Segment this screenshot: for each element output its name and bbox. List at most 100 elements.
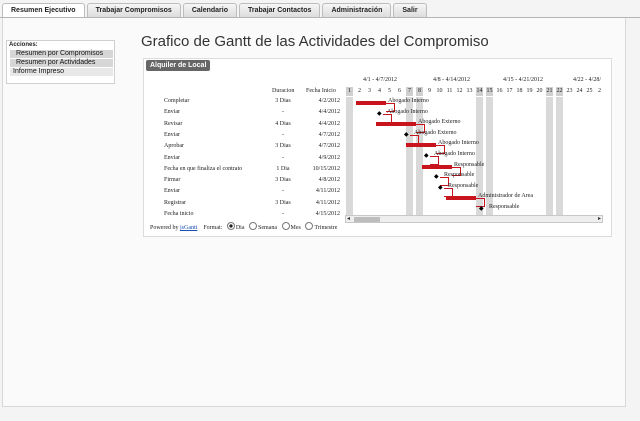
- tab-trabajar-compromisos[interactable]: Trabajar Compromisos: [86, 3, 181, 17]
- day-header: 17: [506, 88, 513, 94]
- tab-calendario[interactable]: Calendario: [182, 3, 238, 17]
- powered-by-label: Powered by: [150, 225, 179, 231]
- tab-administracion[interactable]: Administración: [322, 3, 392, 17]
- task-duration: -: [282, 154, 284, 161]
- task-bar[interactable]: [376, 122, 416, 127]
- sidebar-item-informe-impreso[interactable]: Informe Impreso: [10, 68, 113, 76]
- task-bar[interactable]: [446, 196, 476, 201]
- day-column: [576, 97, 583, 215]
- task-name: Enviar: [164, 131, 180, 138]
- task-bar[interactable]: [356, 101, 386, 105]
- format-trimestre-radio[interactable]: [305, 222, 314, 230]
- week-header: 4/8 - 4/14/2012: [433, 77, 470, 83]
- task-name: Enviar: [164, 154, 180, 161]
- day-header: 14: [476, 87, 483, 96]
- task-name: Enviar: [164, 109, 180, 116]
- task-resource-label: Abogado Interno: [438, 140, 479, 147]
- day-column: [566, 97, 573, 215]
- task-name: Completar: [164, 98, 190, 104]
- tab-salir[interactable]: Salir: [393, 3, 427, 17]
- task-row: Completar 3 Dias 4/2/2012: [160, 96, 341, 107]
- jsgantt-link[interactable]: jsGantt: [180, 225, 198, 231]
- task-start-date: 4/7/2012: [318, 131, 340, 138]
- format-semana-radio[interactable]: [249, 222, 258, 230]
- tab-bar: Resumen Ejecutivo Trabajar Compromisos C…: [2, 3, 427, 18]
- day-header: 7: [406, 87, 413, 96]
- milestone-icon[interactable]: ◆: [479, 206, 484, 212]
- day-header: 20: [536, 88, 543, 94]
- task-resource-label: Abogado Interno: [388, 98, 429, 104]
- format-label: Format:: [203, 225, 223, 231]
- task-bar[interactable]: [422, 164, 452, 169]
- task-resource-label: Responsable: [448, 182, 479, 189]
- day-column: [416, 97, 423, 215]
- tab-resumen-ejecutivo[interactable]: Resumen Ejecutivo: [2, 3, 85, 18]
- task-name: Enviar: [164, 188, 180, 195]
- format-semana-label: Semana: [258, 225, 278, 231]
- day-header: 12: [456, 88, 463, 94]
- sidebar-item-resumen-compromisos[interactable]: Resumen por Compromisos: [10, 50, 113, 58]
- milestone-icon[interactable]: ◆: [424, 153, 429, 159]
- day-header: 1: [346, 87, 353, 96]
- task-row: Enviar - 4/4/2012: [160, 107, 341, 118]
- task-bar[interactable]: [406, 143, 436, 148]
- day-column: [366, 97, 373, 215]
- dependency-line: [440, 177, 449, 187]
- dependency-line: [410, 134, 419, 144]
- dependency-line: [452, 166, 461, 176]
- milestone-icon[interactable]: ◆: [377, 110, 382, 117]
- day-column: [396, 97, 403, 215]
- format-dia-label: Dia: [235, 225, 245, 231]
- task-resource-label: Responsable: [454, 161, 485, 168]
- milestone-icon[interactable]: ◆: [438, 184, 443, 191]
- task-name: Firmar: [164, 177, 181, 184]
- format-dia-radio[interactable]: [226, 222, 235, 230]
- task-row: Fecha en que finaliza el contrato 1 Dia 10…: [160, 164, 341, 175]
- task-row: Registrar 3 Dias 4/11/2012: [160, 198, 341, 209]
- task-name: Fecha en que finaliza el contrato: [164, 165, 243, 172]
- day-header: 21: [546, 87, 553, 96]
- format-mes-label: Mes: [290, 225, 301, 231]
- task-duration: -: [282, 188, 284, 195]
- scroll-right-icon[interactable]: ▸: [597, 216, 601, 222]
- day-column: [536, 97, 543, 215]
- task-resource-label: Responsable: [489, 204, 520, 210]
- week-header: 4/15 - 4/21/2012: [503, 77, 543, 83]
- day-header: 24: [576, 88, 583, 94]
- gantt-scrollbar[interactable]: ◂ ▸: [345, 215, 603, 223]
- day-column: [546, 97, 553, 215]
- page-title: Grafico de Gantt de las Actividades del …: [141, 33, 489, 50]
- task-name: Aprobar: [164, 143, 184, 150]
- milestone-icon[interactable]: ◆: [434, 174, 439, 181]
- day-header: 5: [388, 88, 391, 94]
- day-column: [586, 97, 593, 215]
- task-duration: 1 Dia: [276, 165, 290, 172]
- section-label: Alquiler de Local: [146, 60, 211, 71]
- task-duration: -: [282, 131, 284, 138]
- day-header: 3: [368, 88, 371, 94]
- dependency-line: [386, 103, 395, 112]
- task-resource-label: Abogado Externo: [414, 129, 457, 136]
- dependency-line: [430, 156, 439, 165]
- day-header: 19: [526, 88, 533, 94]
- day-header: 9: [428, 88, 431, 94]
- scroll-thumb[interactable]: [354, 217, 380, 222]
- task-duration: 3 Dias: [275, 98, 291, 104]
- day-header: 23: [566, 88, 573, 94]
- scroll-left-icon[interactable]: ◂: [347, 216, 351, 222]
- format-mes-radio[interactable]: [281, 222, 290, 230]
- task-resource-label: Responsable: [444, 172, 475, 179]
- day-column: [556, 97, 563, 215]
- task-start-date: 4/2/2012: [318, 98, 340, 104]
- week-header: 4/22 - 4/28/: [573, 77, 601, 83]
- task-resource-label: Abogado Externo: [418, 119, 461, 126]
- day-header: 22: [556, 87, 563, 96]
- tab-trabajar-contactos[interactable]: Trabajar Contactos: [239, 3, 321, 17]
- sidebar-item-resumen-actividades[interactable]: Resumen por Actividades: [10, 59, 113, 67]
- task-name: Fecha inicio: [164, 211, 194, 217]
- task-duration: -: [282, 211, 284, 217]
- milestone-icon[interactable]: ◆: [404, 131, 409, 138]
- task-start-date: 4/9/2012: [318, 154, 340, 161]
- sidebar-title: Acciones:: [9, 42, 38, 48]
